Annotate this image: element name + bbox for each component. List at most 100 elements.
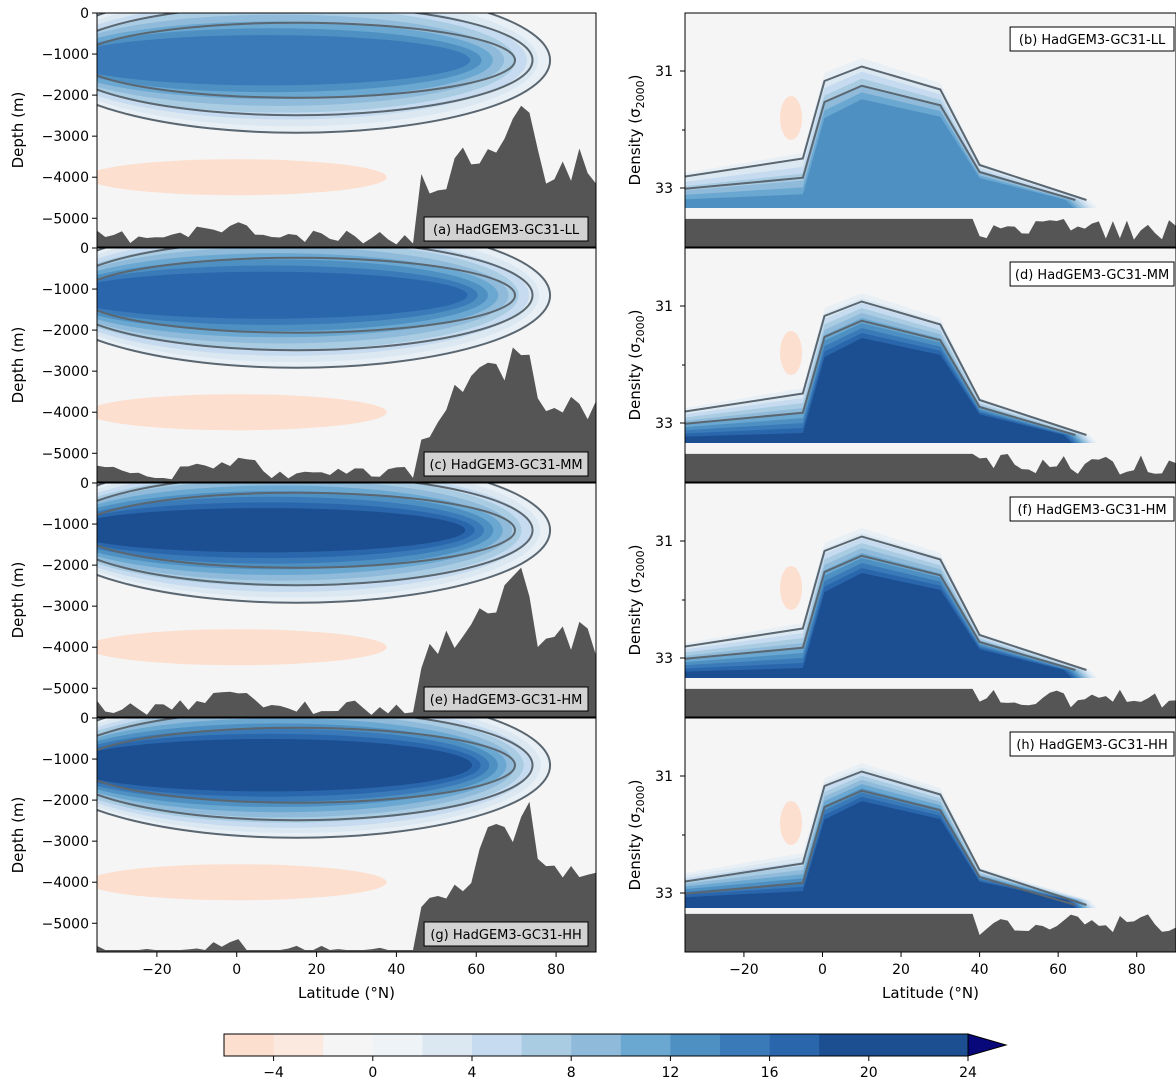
x-axis: −20 0 20 40 60 80 Latitude (°N): [729, 952, 1146, 1002]
ytick-label: 33: [655, 181, 673, 197]
ytick-label: −5000: [42, 446, 89, 462]
ylabel: Depth (m): [9, 327, 27, 404]
panel-tag: (h) HadGEM3-GC31-HH: [1009, 731, 1175, 757]
ytick-label: −4000: [42, 405, 89, 421]
panel-tag-box: [423, 451, 589, 477]
ylabel: Depth (m): [9, 92, 27, 169]
ytick-label: 33: [655, 651, 673, 667]
ytick-label: 0: [80, 6, 89, 22]
colorbar-segment: [273, 1034, 324, 1056]
ytick-label: −1000: [42, 282, 89, 298]
contour-line: [97, 483, 534, 587]
ytick-label: −3000: [42, 834, 89, 850]
contour-line: [97, 718, 534, 822]
ylabel-main: Density (σ: [626, 813, 644, 891]
bathymetry: [685, 218, 1176, 247]
negative-cell: [97, 629, 387, 666]
panel-field: [97, 13, 596, 247]
panel-tag: (b) HadGEM3-GC31-LL: [1009, 26, 1175, 52]
panel-tag-box: [423, 686, 589, 712]
contour-line: [97, 248, 534, 352]
panel-tag-label: (c) HadGEM3-GC31-MM: [429, 458, 582, 473]
contour-line: [685, 84, 1076, 201]
panel-tag-box: [1009, 26, 1175, 52]
xtick-label: 0: [232, 962, 241, 978]
panel-tag-label: (f) HadGEM3-GC31-HM: [1017, 503, 1166, 518]
xtick-label: 80: [547, 962, 565, 978]
negative-cell: [780, 566, 803, 610]
negative-cell: [97, 159, 387, 196]
colorbar-frame: [223, 1033, 969, 1057]
panel-tag-label: (g) HadGEM3-GC31-HH: [430, 928, 581, 943]
contour-line: [685, 300, 1087, 436]
streamfunction-level: [685, 338, 1072, 443]
ylabel-subscript: 2000: [634, 315, 647, 343]
ylabel-subscript: 2000: [634, 550, 647, 578]
ytick-label: 31: [655, 64, 673, 80]
colorbar-segment: [422, 1034, 473, 1056]
negative-cell: [97, 394, 387, 431]
panel-tag: (d) HadGEM3-GC31-MM: [1009, 261, 1175, 287]
panel-tag: (f) HadGEM3-GC31-HM: [1009, 496, 1175, 522]
panel-field: [685, 528, 1176, 717]
panel-tag: (e) HadGEM3-GC31-HM: [423, 686, 589, 712]
xlabel: Latitude (°N): [298, 984, 395, 1002]
streamfunction-level: [97, 35, 471, 86]
colorbar-tick-label: 0: [368, 1065, 377, 1081]
ytick-label: −1000: [42, 47, 89, 63]
negative-cell: [780, 96, 803, 140]
panel-tag: (g) HadGEM3-GC31-HH: [423, 921, 589, 947]
ylabel-main: Density (σ: [626, 578, 644, 656]
ytick-label: −2000: [42, 558, 89, 574]
ylabel: Depth (m): [9, 797, 27, 874]
panel-tag-label: (d) HadGEM3-GC31-MM: [1015, 268, 1169, 283]
bathymetry: [685, 913, 1176, 952]
colorbar-segment: [571, 1034, 622, 1056]
bathymetry: [97, 801, 596, 952]
ytick-label: −4000: [42, 875, 89, 891]
panel-field: [97, 248, 596, 482]
colorbar-segment: [918, 1034, 969, 1056]
colorbar-segment: [769, 1034, 820, 1056]
colorbar-tick-label: 20: [860, 1065, 878, 1081]
contour-line: [685, 319, 1076, 436]
ylabel-close: ): [626, 309, 644, 315]
panel-tag-box: [1009, 261, 1175, 287]
panel-tag-label: (b) HadGEM3-GC31-LL: [1019, 33, 1166, 48]
contour-line: [97, 491, 516, 569]
negative-cell: [97, 864, 387, 901]
ylabel-main: Density (σ: [626, 108, 644, 186]
colorbar-segment: [620, 1034, 671, 1056]
ytick-label: −1000: [42, 517, 89, 533]
panel-tag: (a) HadGEM3-GC31-LL: [423, 216, 589, 242]
panel-field: [685, 293, 1176, 482]
ytick-label: −3000: [42, 129, 89, 145]
xtick-label: 0: [818, 962, 827, 978]
bathymetry: [685, 688, 1176, 717]
ylabel-subscript: 2000: [634, 785, 647, 813]
ylabel-close: ): [626, 779, 644, 785]
ytick-label: 0: [80, 711, 89, 727]
contour-line: [685, 770, 1087, 906]
xtick-label: 20: [308, 962, 326, 978]
negative-cell: [780, 801, 803, 845]
ylabel: Density (σ2000): [626, 544, 647, 655]
xlabel: Latitude (°N): [882, 984, 979, 1002]
contour-line: [685, 789, 1076, 906]
panel-tag-box: [423, 921, 589, 947]
contour-line: [97, 13, 551, 134]
negative-cell: [780, 331, 803, 375]
colorbar-segment: [372, 1034, 423, 1056]
contour-line: [97, 718, 551, 839]
colorbar-segment: [521, 1034, 572, 1056]
colorbar-segment: [670, 1034, 721, 1056]
colorbar-segment: [224, 1034, 275, 1056]
colorbar: −4 0 4 8 12 16 20 24: [223, 1033, 1008, 1081]
ylabel: Density (σ2000): [626, 309, 647, 420]
ytick-label: −5000: [42, 681, 89, 697]
ytick-label: −2000: [42, 88, 89, 104]
xtick-label: 60: [467, 962, 485, 978]
ylabel-close: ): [626, 74, 644, 80]
ytick-label: 31: [655, 769, 673, 785]
colorbar-tick-label: 16: [761, 1065, 779, 1081]
